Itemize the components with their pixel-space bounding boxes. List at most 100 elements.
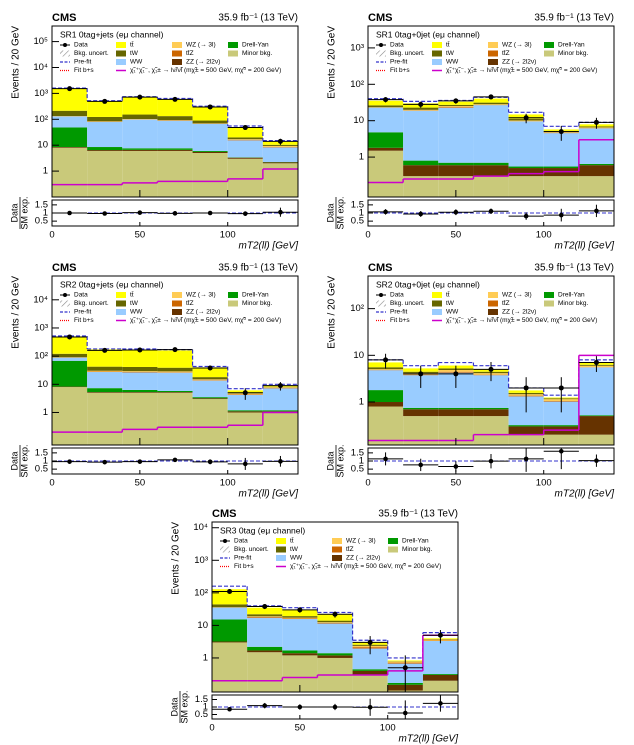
legend-swatch: [172, 292, 182, 298]
stack-segment: [227, 411, 263, 413]
ratio-y-tick-label: 1: [203, 702, 208, 713]
legend-label: WW: [290, 555, 303, 562]
y-tick-label: 10: [353, 350, 364, 361]
legend-label: Pre-fit: [234, 555, 252, 562]
data-point: [297, 607, 303, 613]
legend-label: Drell-Yan: [242, 292, 269, 299]
legend-label: tW: [446, 300, 455, 307]
data-point: [262, 604, 268, 610]
histogram: [52, 334, 298, 445]
stack-segment: [282, 618, 318, 620]
stack-segment: [473, 416, 509, 445]
legend-swatch: [432, 42, 442, 48]
stack-segment: [422, 640, 458, 675]
stack-segment: [192, 399, 228, 445]
lumi-label: 35.9 fb⁻¹ (13 TeV): [378, 509, 458, 520]
stack-segment: [508, 426, 544, 435]
legend-swatch: [488, 292, 498, 298]
stack-segment: [368, 390, 404, 403]
region-label: SR1 0tag+jets (eμ channel): [60, 29, 164, 39]
stack-segment: [543, 166, 579, 169]
ratio-point: [297, 704, 303, 710]
stack-segment: [87, 349, 123, 367]
stack-segment: [438, 106, 474, 108]
stack-segment: [473, 176, 509, 197]
stack-segment: [122, 119, 158, 149]
stack-segment: [403, 160, 439, 166]
stack-segment: [212, 642, 248, 692]
stack-segment: [368, 107, 404, 133]
stack-segment: [87, 388, 123, 393]
stack-segment: [157, 350, 193, 368]
region-label: SR1 0tag+0jet (eμ channel): [376, 29, 480, 39]
legend-label: Data: [234, 538, 248, 545]
y-tick-label: 10²: [350, 303, 364, 314]
ratio-point: [137, 210, 143, 215]
stack-segment: [508, 176, 544, 197]
ratio-panel: [368, 204, 614, 222]
y-tick-label: 10: [353, 115, 364, 126]
legend-label: Fit b+s: [74, 67, 94, 74]
ratio-point: [172, 457, 178, 463]
legend-swatch: [172, 59, 182, 65]
stack-segment: [262, 145, 298, 147]
legend-swatch: [172, 309, 182, 315]
x-tick-label: 100: [220, 230, 236, 241]
y-tick-label: 10²: [34, 114, 48, 125]
ratio-label-numerator: Data: [169, 697, 179, 716]
y-tick-label: 10³: [34, 88, 48, 99]
stack-segment: [473, 407, 509, 410]
legend-label: tt̄: [446, 291, 450, 299]
legend-label: Fit b+s: [74, 317, 94, 324]
stack-segment: [122, 372, 158, 390]
legend-symbol: [223, 539, 227, 543]
legend-swatch: [488, 309, 498, 315]
legend-label: Bkg. uncert.: [74, 50, 109, 57]
stack-segment: [282, 650, 318, 654]
stack-segment: [403, 176, 439, 197]
stack-segment: [247, 652, 283, 692]
stack-segment: [403, 110, 439, 161]
stack-segment: [473, 165, 509, 177]
ratio-label-denominator: SM exp.: [179, 690, 189, 723]
stack-segment: [192, 367, 228, 378]
legend-swatch: [172, 50, 182, 57]
stack-segment: [438, 162, 474, 166]
stack-segment: [52, 116, 88, 128]
stack-segment: [368, 406, 404, 445]
stack-segment: [227, 410, 263, 412]
legend-label: WW: [446, 309, 459, 316]
stack-segment: [52, 360, 88, 387]
stack-segment: [122, 149, 158, 151]
plot-frame: [367, 275, 615, 446]
legend-label: tt̄: [130, 291, 134, 299]
ratio-y-tick-label: 0.5: [351, 216, 364, 227]
stack-segment: [227, 139, 263, 140]
stack-segment: [122, 150, 158, 197]
stack-segment: [543, 434, 579, 445]
x-tick-label: 100: [220, 478, 236, 489]
stack-segment: [262, 412, 298, 445]
legend-label: Bkg. uncert.: [234, 546, 269, 553]
ratio-point: [488, 458, 494, 464]
legend-swatch: [432, 300, 442, 307]
stack-segment: [438, 165, 474, 177]
stack-segment: [422, 674, 458, 681]
legend-label: Drell-Yan: [242, 42, 269, 49]
stack-segment: [227, 412, 263, 445]
ratio-panel: [52, 207, 298, 217]
legend-label: Drell-Yan: [402, 538, 429, 545]
legend-swatch: [432, 292, 442, 298]
stack-segment: [52, 127, 88, 148]
legend-label: tt̄Z: [502, 299, 510, 307]
stack-segment: [368, 370, 404, 391]
legend-label: Drell-Yan: [558, 292, 585, 299]
legend-label: Minor bkg.: [242, 50, 273, 57]
stack-segment: [192, 150, 228, 152]
stack-segment: [212, 607, 248, 620]
ratio-point: [332, 704, 338, 710]
stack-segment: [282, 617, 318, 619]
legend-label: tt̄: [130, 41, 134, 49]
legend-label: tt̄Z: [346, 545, 354, 553]
y-axis-label: Events / 20 GeV: [11, 26, 22, 99]
